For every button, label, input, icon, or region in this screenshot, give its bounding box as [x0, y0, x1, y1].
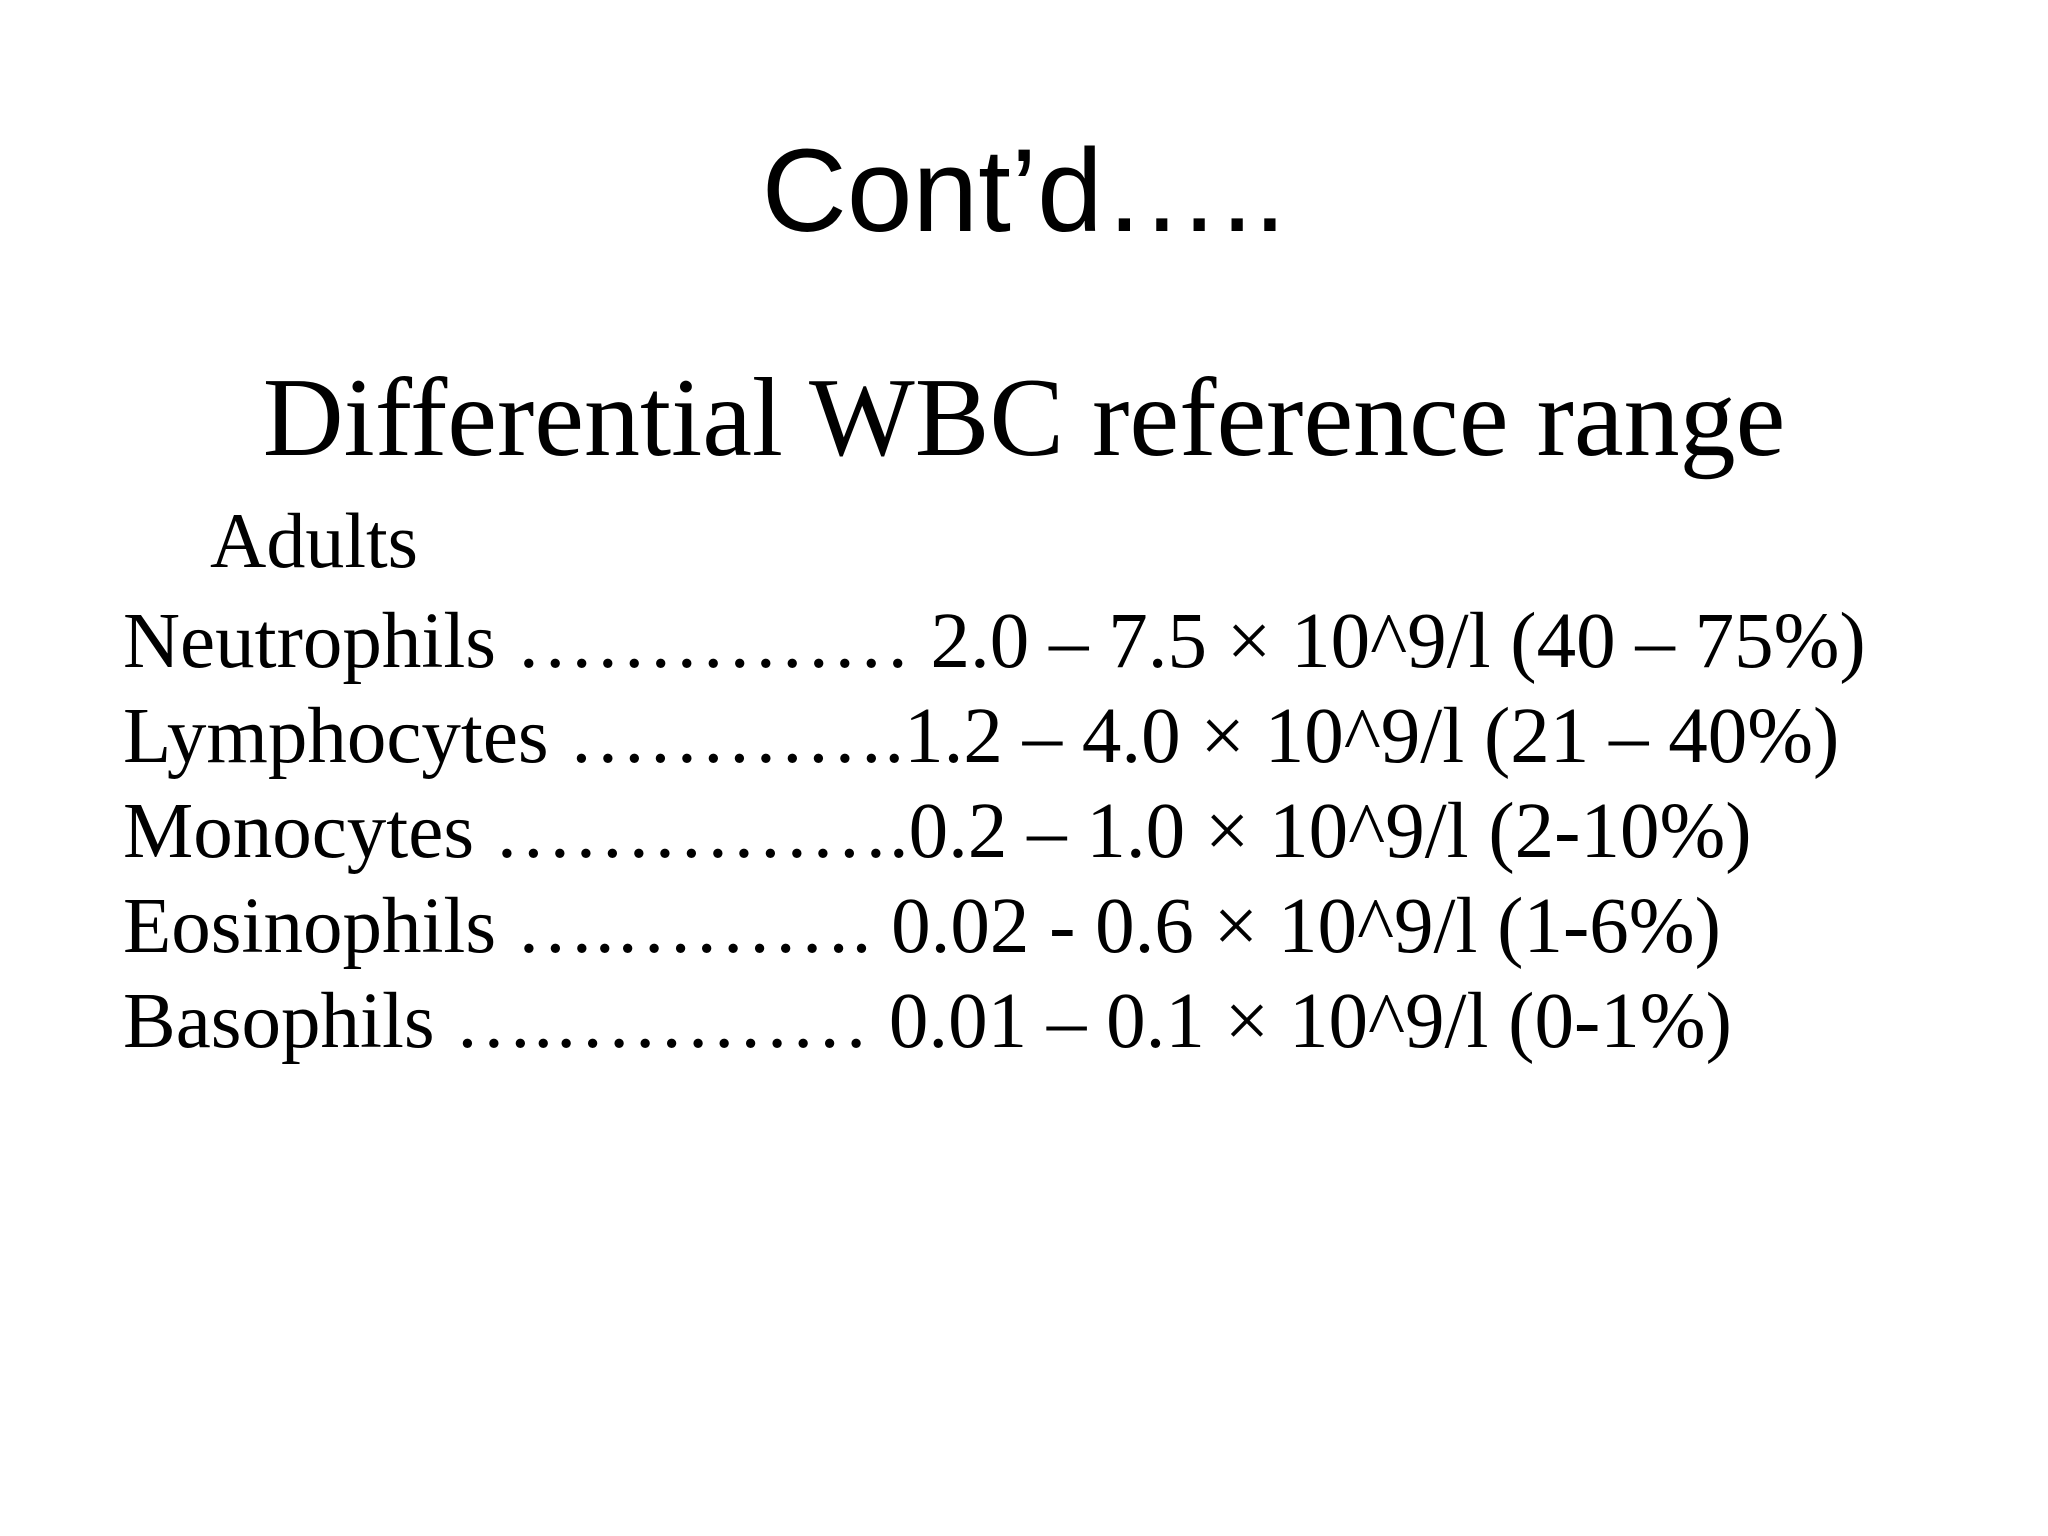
dot-leader: ……………. — [474, 788, 909, 875]
row-neutrophils: Neutrophils …………… 2.0 – 7.5 × 10^9/l (40… — [123, 594, 1866, 689]
row-label: Monocytes — [123, 788, 475, 875]
row-lymphocytes: Lymphocytes ………….1.2 – 4.0 × 10^9/l (21 … — [123, 689, 1866, 784]
dot-leader: ….………… — [434, 978, 889, 1065]
slide-title: Cont’d….. — [761, 125, 1287, 257]
row-basophils: Basophils ….………… 0.01 – 0.1 × 10^9/l (0-… — [123, 974, 1866, 1069]
row-eosinophils: Eosinophils ….………. 0.02 - 0.6 × 10^9/l (… — [123, 879, 1866, 974]
row-value: 1.2 – 4.0 × 10^9/l (21 – 40%) — [904, 693, 1840, 780]
row-label: Basophils — [123, 978, 435, 1065]
reference-range-list: Neutrophils …………… 2.0 – 7.5 × 10^9/l (40… — [123, 594, 1866, 1069]
dot-leader: ….………. — [496, 883, 892, 970]
dot-leader: …………… — [496, 598, 931, 685]
row-value: 0.02 - 0.6 × 10^9/l (1-6%) — [891, 883, 1721, 970]
row-label: Eosinophils — [123, 883, 497, 970]
row-label: Neutrophils — [123, 598, 497, 685]
section-heading: Differential WBC reference range — [262, 356, 1786, 480]
row-value: 0.2 – 1.0 × 10^9/l (2-10%) — [908, 788, 1752, 875]
row-label: Lymphocytes — [123, 693, 549, 780]
group-label-adults: Adults — [210, 497, 419, 584]
row-monocytes: Monocytes …………….0.2 – 1.0 × 10^9/l (2-10… — [123, 784, 1866, 879]
row-value: 2.0 – 7.5 × 10^9/l (40 – 75%) — [930, 598, 1866, 685]
row-value: 0.01 – 0.1 × 10^9/l (0-1%) — [888, 978, 1732, 1065]
dot-leader: …………. — [548, 693, 905, 780]
